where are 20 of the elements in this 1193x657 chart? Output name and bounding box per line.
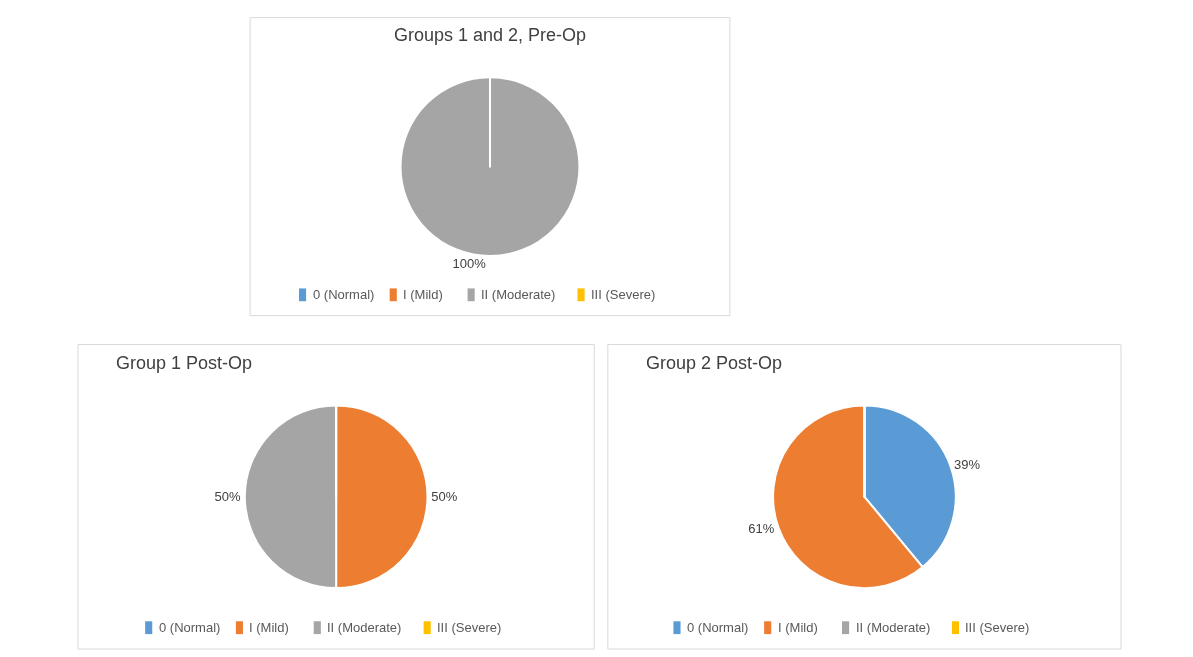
data-label: 50% <box>431 489 458 505</box>
chart-title: Group 1 Post-Op <box>116 353 253 373</box>
legend-label: 0 (Normal) <box>159 620 221 635</box>
data-label: 39% <box>954 457 981 473</box>
legend-label: I (Mild) <box>778 620 818 635</box>
legend-label: II (Moderate) <box>327 620 402 635</box>
data-label: 100% <box>452 256 487 272</box>
data-label: 61% <box>748 521 775 537</box>
legend-label: III (Severe) <box>965 620 1030 635</box>
data-label: 50% <box>214 489 242 505</box>
legend-label: II (Moderate) <box>481 287 556 302</box>
legend-label: 0 (Normal) <box>313 287 375 302</box>
chart-title: Group 2 Post-Op <box>646 353 783 373</box>
legend-label: III (Severe) <box>591 287 656 302</box>
legend-label: I (Mild) <box>403 287 443 302</box>
chart-title: Groups 1 and 2, Pre-Op <box>394 25 587 45</box>
legend-label: II (Moderate) <box>856 620 931 635</box>
legend-label: I (Mild) <box>249 620 289 635</box>
legend-label: III (Severe) <box>437 620 502 635</box>
legend-label: 0 (Normal) <box>687 620 749 635</box>
